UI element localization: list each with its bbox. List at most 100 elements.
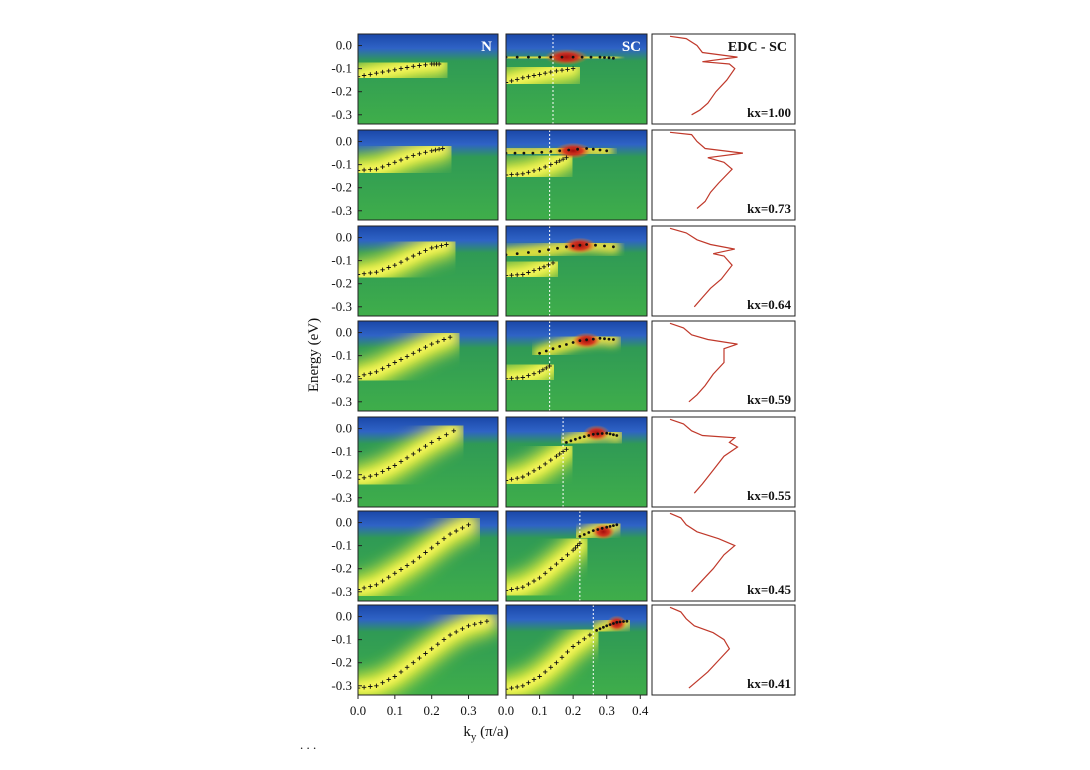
n-dispersion-marker	[361, 372, 367, 377]
y-tick-label: -0.2	[331, 180, 352, 195]
x-tick-label: 0.4	[632, 703, 649, 718]
n-dispersion-marker	[417, 655, 422, 661]
n-dispersion-marker	[380, 366, 385, 371]
sc-lower-marker	[543, 669, 548, 675]
spectrum-panel-n-row-7	[357, 604, 499, 696]
sc-upper-marker	[556, 246, 559, 250]
n-dispersion-marker	[435, 642, 440, 647]
n-dispersion-marker	[436, 61, 442, 67]
n-dispersion-marker	[429, 341, 434, 347]
sc-lower-marker	[537, 72, 542, 77]
edc-panel-row-4: kx=0.59	[651, 320, 796, 412]
intensity-core	[358, 240, 451, 279]
sc-lower-marker	[565, 552, 570, 557]
panel-tag-n: N	[481, 39, 492, 55]
sc-upper-marker	[615, 620, 619, 624]
kx-label: kx=0.45	[747, 582, 791, 597]
edc-frame	[651, 604, 796, 696]
edc-frame	[651, 129, 796, 221]
n-dispersion-marker	[386, 265, 391, 270]
n-dispersion-marker	[374, 369, 379, 374]
sc-lower-marker	[509, 172, 514, 177]
n-dispersion-marker	[358, 168, 361, 173]
sc-upper-marker	[605, 431, 609, 435]
n-dispersion-marker	[361, 73, 367, 78]
y-tick-label: -0.3	[331, 299, 352, 314]
n-dispersion-marker	[433, 147, 438, 153]
n-dispersion-marker	[404, 354, 410, 359]
edc-curve	[669, 227, 735, 308]
y-tick-label: 0.0	[336, 609, 352, 624]
n-dispersion-marker	[386, 466, 391, 471]
n-dispersion-marker	[429, 148, 434, 153]
sc-lower-marker	[570, 548, 576, 553]
sc-lower-marker	[537, 369, 542, 374]
sc-lower-marker	[543, 164, 548, 170]
sc-lower-marker	[531, 168, 537, 173]
sc-upper-marker	[513, 151, 517, 155]
y-tick-label: -0.1	[331, 538, 352, 553]
sc-upper-marker	[605, 149, 609, 153]
n-dispersion-marker	[380, 267, 385, 272]
sc-upper-marker	[605, 525, 609, 529]
sc-upper-marker	[591, 337, 595, 341]
sc-upper-marker	[576, 147, 579, 151]
sc-upper-marker	[612, 433, 615, 437]
spectrum-panel-n-row-3	[357, 225, 499, 317]
spectrum-image	[506, 34, 647, 124]
sc-lower-marker	[509, 273, 514, 278]
sc-upper-marker	[544, 349, 548, 353]
panel-frame	[505, 225, 648, 317]
quasiparticle-peak	[554, 142, 592, 159]
n-dispersion-marker	[374, 270, 379, 275]
sc-lower-marker	[509, 587, 514, 592]
n-dispersion-marker	[404, 563, 410, 568]
sc-lower-marker	[554, 68, 559, 74]
x-tick-label: 0.1	[387, 703, 403, 718]
sc-lower-marker	[546, 262, 551, 267]
intensity-core	[506, 362, 554, 383]
sc-upper-marker	[585, 147, 588, 150]
y-tick-label: -0.1	[331, 157, 352, 172]
n-dispersion-marker	[398, 260, 404, 265]
quasiparticle-peak	[544, 49, 589, 66]
sc-upper-marker	[608, 623, 612, 626]
y-axis-label: Energy (eV)	[306, 318, 322, 392]
sc-upper-marker	[608, 525, 612, 528]
panel-frame	[505, 320, 648, 412]
y-tick-label: 0.0	[336, 421, 352, 436]
spectrum-image	[506, 321, 647, 411]
sc-upper-marker	[615, 523, 619, 527]
n-dispersion-marker	[404, 665, 410, 670]
kx-label: kx=0.64	[747, 297, 791, 312]
n-dispersion-marker	[436, 436, 442, 441]
sc-upper-marker	[607, 337, 611, 341]
n-dispersion-marker	[436, 147, 442, 152]
n-dispersion-marker	[374, 472, 379, 477]
n-dispersion-marker	[392, 263, 397, 268]
sc-lower-marker	[520, 474, 525, 480]
n-dispersion-marker	[361, 585, 367, 591]
n-dispersion-marker	[466, 623, 471, 628]
n-dispersion-marker	[423, 550, 428, 555]
sc-lower-marker	[526, 581, 531, 587]
sc-lower-marker	[531, 468, 537, 473]
x-axis-title: ky (π/a)	[463, 724, 508, 743]
sc-lower-marker	[531, 578, 537, 584]
n-dispersion-marker	[411, 153, 416, 158]
n-dispersion-marker	[411, 660, 416, 665]
sc-lower-marker	[576, 640, 581, 645]
sc-lower-marker	[544, 365, 549, 371]
n-dispersion-marker	[374, 71, 379, 76]
spectrum-panel-n-row-5	[357, 416, 499, 508]
n-dispersion-marker	[374, 683, 379, 688]
edc-curve	[669, 418, 739, 494]
panel-frame	[505, 33, 648, 125]
edc-curve	[669, 35, 738, 116]
n-dispersion-marker	[444, 432, 449, 437]
sc-lower-marker	[520, 683, 525, 688]
sc-upper-marker	[571, 341, 575, 344]
sc-lower-marker	[531, 268, 537, 273]
sc-lower-marker	[526, 74, 531, 79]
sc-lower-marker	[565, 649, 570, 655]
